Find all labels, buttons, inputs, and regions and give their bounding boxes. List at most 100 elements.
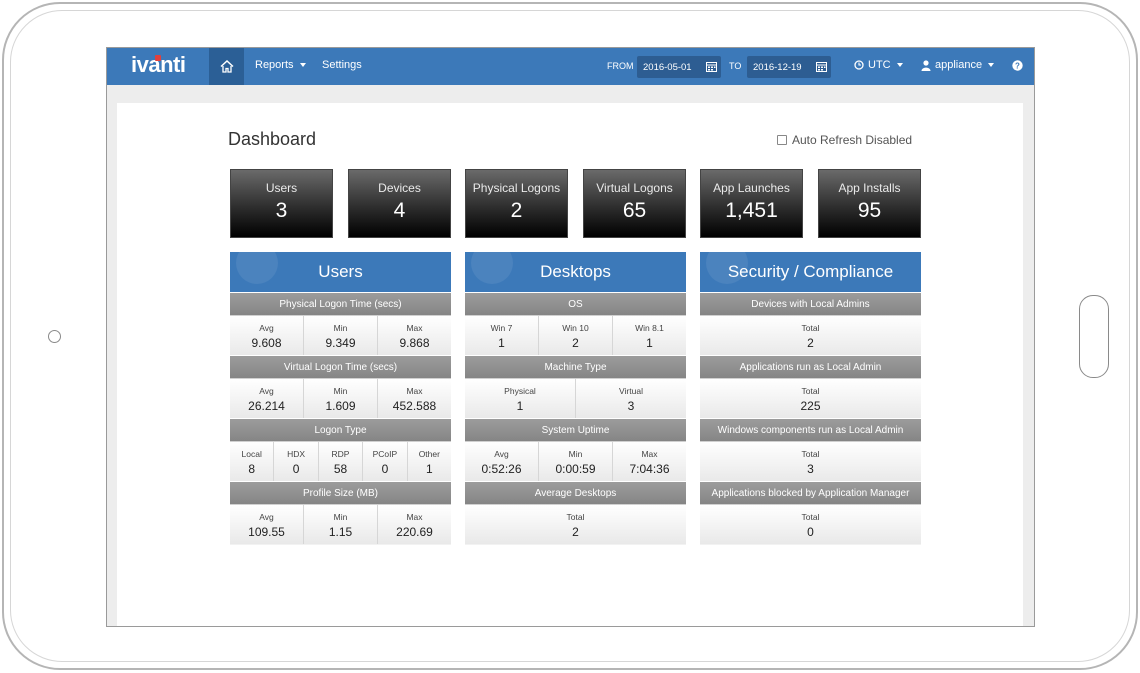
metric-value: 9.349: [325, 336, 356, 350]
metric-label: Min: [333, 512, 348, 522]
settings-label: Settings: [322, 59, 362, 71]
metric-row: Total 0: [700, 504, 921, 544]
metric-cell: Max 7:04:36: [613, 442, 686, 481]
timezone-menu[interactable]: UTC: [854, 59, 903, 71]
metric-row: Physical 1 Virtual 3: [465, 378, 686, 418]
metric-label: RDP: [331, 449, 350, 459]
user-menu[interactable]: appliance: [921, 59, 995, 71]
home-button[interactable]: [209, 48, 244, 85]
metric-value: 8: [248, 462, 256, 476]
metric-row: Avg 26.214 Min 1.609 Max 452.588: [230, 378, 451, 418]
metric-cell: Avg 0:52:26: [465, 442, 539, 481]
metric-cell: Avg 109.55: [230, 505, 304, 544]
metric-cell: Total 2: [465, 505, 686, 544]
to-date-input[interactable]: 2016-12-19: [747, 56, 831, 78]
panel-decoration: [471, 252, 513, 284]
user-icon: [921, 59, 931, 71]
metric-value: 0:00:59: [555, 462, 596, 476]
stat-label: Users: [265, 181, 298, 195]
metric-cell: HDX 0: [274, 442, 319, 481]
panel-header[interactable]: Security / Compliance: [700, 252, 921, 292]
checkbox-icon[interactable]: [777, 135, 787, 145]
stat-tile-physical-logons[interactable]: Physical Logons 2: [465, 169, 568, 238]
stat-value: 2: [510, 199, 523, 222]
metric-value: 225: [800, 399, 821, 413]
metric-label: Win 8.1: [635, 323, 664, 333]
top-navbar: ivanti Reports Settings FROM 2016-05-01: [107, 48, 1034, 85]
from-date-value: 2016-05-01: [643, 61, 692, 73]
metric-label: Total: [801, 323, 820, 333]
section-header: Profile Size (MB): [230, 481, 451, 504]
metric-row: Local 8 HDX 0 RDP 58 PCoIP 0 Other 1: [230, 441, 451, 481]
metric-label: Total: [801, 449, 820, 459]
metric-cell: Win 10 2: [539, 316, 613, 355]
reports-menu[interactable]: Reports: [255, 59, 306, 71]
metric-label: Max: [641, 449, 658, 459]
metric-row: Total 225: [700, 378, 921, 418]
metric-row: Avg 109.55 Min 1.15 Max 220.69: [230, 504, 451, 544]
help-icon: ?: [1012, 60, 1023, 71]
users-panel: Users Physical Logon Time (secs) Avg 9.60…: [230, 252, 451, 545]
section-header: Physical Logon Time (secs): [230, 292, 451, 315]
metric-value: 220.69: [396, 525, 433, 539]
metric-cell: Total 0: [700, 505, 921, 544]
metric-value: 3: [807, 462, 814, 476]
page-title: Dashboard: [228, 129, 317, 149]
settings-link[interactable]: Settings: [322, 59, 362, 71]
metric-label: Max: [406, 386, 423, 396]
stat-tile-users[interactable]: Users 3: [230, 169, 333, 238]
user-name: appliance: [935, 59, 983, 71]
stat-value: 4: [393, 199, 406, 222]
metric-value: 1: [646, 336, 653, 350]
metric-row: Total 2: [465, 504, 686, 544]
metric-value: 1.15: [328, 525, 353, 539]
auto-refresh-label: Auto Refresh Disabled: [792, 133, 913, 147]
auto-refresh-toggle[interactable]: Auto Refresh Disabled: [777, 133, 912, 147]
metric-label: Physical: [504, 386, 536, 396]
stat-tile-app-launches[interactable]: App Launches 1,451: [700, 169, 803, 238]
tablet-home-button[interactable]: [1079, 295, 1109, 378]
from-label: FROM: [607, 61, 634, 71]
panel-header[interactable]: Users: [230, 252, 451, 292]
metric-value: 2: [572, 525, 579, 539]
stat-value: 1,451: [725, 199, 778, 222]
help-button[interactable]: ?: [1012, 60, 1023, 71]
metric-value: 1: [425, 462, 433, 476]
metric-row: Total 3: [700, 441, 921, 481]
metric-cell: Total 3: [700, 442, 921, 481]
metric-label: Min: [333, 386, 348, 396]
panel-header[interactable]: Desktops: [465, 252, 686, 292]
to-date-value: 2016-12-19: [753, 61, 802, 73]
stat-tile-devices[interactable]: Devices 4: [348, 169, 451, 238]
metric-cell: Max 452.588: [378, 379, 451, 418]
stat-tile-virtual-logons[interactable]: Virtual Logons 65: [583, 169, 686, 238]
metric-label: Virtual: [619, 386, 643, 396]
section-header: Devices with Local Admins: [700, 292, 921, 315]
metric-label: HDX: [287, 449, 306, 459]
metric-value: 9.608: [251, 336, 282, 350]
metric-label: Min: [568, 449, 583, 459]
calendar-icon[interactable]: [816, 61, 827, 72]
metric-label: Min: [333, 323, 348, 333]
calendar-icon[interactable]: [706, 61, 717, 72]
stat-label: App Launches: [713, 181, 790, 195]
timezone-label: UTC: [868, 59, 891, 71]
metric-label: Win 10: [562, 323, 589, 333]
section-header: OS: [465, 292, 686, 315]
metric-row: Avg 0:52:26 Min 0:00:59 Max 7:04:36: [465, 441, 686, 481]
stat-value: 65: [622, 199, 647, 222]
metric-cell: PCoIP 0: [363, 442, 408, 481]
metric-value: 0: [381, 462, 389, 476]
chevron-down-icon: [299, 63, 306, 67]
to-label: TO: [729, 61, 742, 71]
metric-value: 1: [516, 399, 524, 413]
metric-cell: Physical 1: [465, 379, 576, 418]
desktops-panel: Desktops OS Win 7 1 Win 10 2 Win 8.1 1 Mach…: [465, 252, 686, 545]
clock-icon: [854, 60, 864, 70]
stat-tile-app-installs[interactable]: App Installs 95: [818, 169, 921, 238]
metric-row: Win 7 1 Win 10 2 Win 8.1 1: [465, 315, 686, 355]
metric-value: 3: [627, 399, 635, 413]
metric-label: Max: [406, 512, 423, 522]
from-date-input[interactable]: 2016-05-01: [637, 56, 721, 78]
metric-cell: Min 0:00:59: [539, 442, 613, 481]
